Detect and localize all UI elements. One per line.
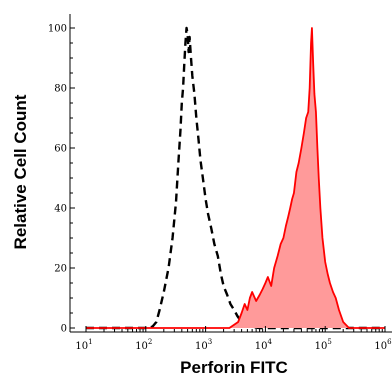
series-0-line (86, 26, 385, 330)
y-tick-label: 100 (48, 24, 67, 35)
y-tick-label: 60 (54, 144, 67, 155)
ticks-layer: 0 20 40 60 80 100 101 102 103 104 105 106 (48, 24, 392, 353)
x-tick-label: 102 (135, 338, 152, 352)
y-tick-label: 0 (61, 324, 67, 335)
axes-layer (69, 14, 392, 333)
series-1-area (86, 28, 385, 328)
y-tick-label: 40 (54, 204, 67, 215)
x-tick-label: 104 (255, 338, 273, 352)
x-tick-label: 106 (374, 338, 392, 352)
y-tick-label: 80 (54, 84, 67, 95)
series-1-line (86, 27, 385, 329)
y-tick-label: 20 (54, 264, 67, 275)
x-axis-title: Perforin FITC (180, 358, 288, 376)
x-tick-label: 103 (195, 338, 212, 352)
x-tick-label: 101 (75, 338, 92, 352)
series-layer (86, 26, 385, 330)
x-tick-label: 105 (315, 338, 332, 352)
y-axis-title: Relative Cell Count (11, 94, 30, 249)
